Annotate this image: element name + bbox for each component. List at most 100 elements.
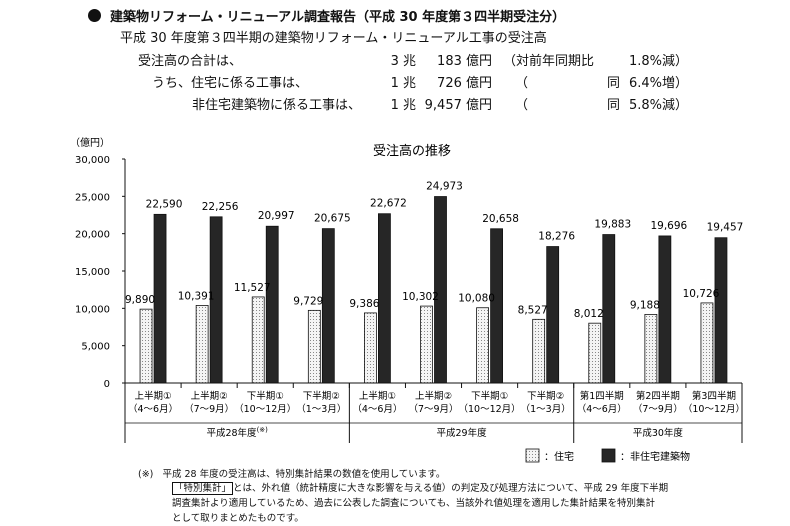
special-tally-tag: 「特別集計」 <box>172 482 234 495</box>
bar-nonhouse <box>658 235 672 384</box>
y-tick-label: 30,000 <box>75 155 110 166</box>
footnote-2-end: として取りまとめたものです。 <box>172 513 304 524</box>
x-tick-sublabel: （10～12月） <box>683 403 745 415</box>
data-label-house: 8,012 <box>574 308 604 320</box>
y-tick-label: 10,000 <box>75 304 110 315</box>
summary-change: 5.8%減） <box>628 98 688 113</box>
summary-billion: 183 億円 <box>437 54 492 69</box>
data-label-house: 11,527 <box>234 282 271 294</box>
summary-paren: （対前年同期比 <box>503 54 595 69</box>
data-label-nonhouse: 19,457 <box>707 222 744 234</box>
bar-nonhouse <box>434 196 447 384</box>
data-label-nonhouse: 22,672 <box>370 198 407 210</box>
data-label-nonhouse: 19,883 <box>594 219 631 231</box>
group-label: 平成28年度(※) <box>206 426 268 439</box>
footnote-2: 「特別集計」 とは、外れ値（統計精度に大きな影響を与える値）の判定及び処理方法につ… <box>172 480 669 495</box>
data-label-house: 10,080 <box>458 293 495 305</box>
footnote-2-cont: 調査集計より適用しているため、過去に公表した調査についても、当該外れ値処理を適用… <box>172 498 655 509</box>
footnote-mark: (※) <box>138 469 154 480</box>
bar-nonhouse <box>546 246 560 384</box>
bar-nonhouse <box>490 228 503 384</box>
x-tick-sublabel: （1～3月） <box>521 403 571 415</box>
data-label-nonhouse: 18,276 <box>538 231 575 243</box>
y-axis-unit: （億円） <box>70 136 110 149</box>
legend-swatch-house <box>525 448 540 463</box>
data-label-nonhouse: 22,590 <box>146 198 183 210</box>
summary-billion: 9,457 億円 <box>424 98 492 113</box>
bar-house <box>588 322 602 384</box>
bullet-icon <box>88 9 101 22</box>
summary-change: 1.8%減） <box>628 54 688 69</box>
y-tick-label: 25,000 <box>75 192 110 203</box>
legend-swatch-nonhouse <box>601 448 616 463</box>
data-label-house: 9,890 <box>125 294 155 306</box>
summary-label: 非住宅建築物に係る工事は、 <box>192 98 362 113</box>
x-tick-label: 下半期② <box>303 390 340 402</box>
x-tick-label: 第2四半期 <box>636 390 680 402</box>
report-subtitle: 平成 30 年度第３四半期の建築物リフォーム・リニューアル工事の受注高 <box>120 31 547 46</box>
bar-nonhouse <box>321 228 335 384</box>
y-tick-label: 15,000 <box>75 267 110 278</box>
bar-house <box>644 313 658 384</box>
bar-nonhouse <box>714 237 728 384</box>
data-label-house: 9,188 <box>630 299 660 311</box>
bar-nonhouse <box>265 225 279 384</box>
summary-trillion: 1 兆 <box>390 76 416 91</box>
bar-house <box>476 307 489 384</box>
x-tick-sublabel: （7～9月） <box>633 403 683 415</box>
bar-house <box>532 318 546 384</box>
bar-house <box>251 296 265 384</box>
data-label-house: 9,729 <box>293 295 323 307</box>
data-label-house: 10,726 <box>683 288 720 300</box>
y-tick-label: 0 <box>104 379 110 390</box>
summary-label: 受注高の合計は、 <box>138 54 243 69</box>
y-tick-label: 20,000 <box>75 230 110 241</box>
x-tick-sublabel: （4～6月） <box>577 403 627 415</box>
x-tick-sublabel: （1～3月） <box>296 403 346 415</box>
x-tick-label: 上半期① <box>359 390 396 402</box>
data-label-nonhouse: 20,675 <box>314 213 351 225</box>
x-tick-sublabel: （10～12月） <box>458 403 520 415</box>
bar-house <box>364 312 377 384</box>
summary-change: 6.4%増） <box>628 76 688 91</box>
bar-nonhouse <box>602 234 616 384</box>
x-tick-label: 下半期② <box>527 390 564 402</box>
data-label-house: 10,302 <box>402 291 439 303</box>
chart-title: 受注高の推移 <box>373 143 451 159</box>
summary-same: 同 <box>606 98 620 113</box>
x-tick-label: 下半期① <box>247 390 284 402</box>
x-tick-label: 上半期② <box>191 390 228 402</box>
bar-house <box>420 305 433 384</box>
x-tick-sublabel: （4～6月） <box>352 403 402 415</box>
summary-billion: 726 億円 <box>437 76 492 91</box>
data-label-nonhouse: 19,696 <box>650 220 687 232</box>
summary-label: うち、住宅に係る工事は、 <box>152 76 309 91</box>
footnote-1: (※) 平成 28 年度の受注高は、特別集計結果の数値を使用しています。 <box>138 466 445 480</box>
bar-nonhouse <box>378 213 391 384</box>
data-label-nonhouse: 22,256 <box>202 201 239 213</box>
x-tick-label: 下半期① <box>471 390 508 402</box>
data-label-house: 10,391 <box>178 290 215 302</box>
bar-house <box>195 305 209 384</box>
x-tick-label: 第3四半期 <box>692 390 736 402</box>
footnote-2-line1: とは、外れ値（統計精度に大きな影響を与える値）の判定及び処理方法について、平成 … <box>233 483 669 494</box>
x-tick-sublabel: （4～6月） <box>128 403 178 415</box>
summary-trillion: 1 兆 <box>390 98 416 113</box>
summary-paren: （ <box>515 76 529 91</box>
legend: ：住宅 ：非住宅建築物 <box>525 448 690 463</box>
x-tick-label: 上半期② <box>415 390 452 402</box>
footnote-1-text: 平成 28 年度の受注高は、特別集計結果の数値を使用しています。 <box>162 469 446 480</box>
bar-nonhouse <box>153 213 167 384</box>
group-label: 平成29年度 <box>436 427 487 439</box>
data-label-nonhouse: 20,658 <box>482 213 519 225</box>
bar-house <box>139 308 153 384</box>
bar-house <box>700 302 714 384</box>
legend-label-nonhouse: ：非住宅建築物 <box>620 450 690 463</box>
bar-house <box>307 309 321 384</box>
x-tick-sublabel: （7～9月） <box>184 403 234 415</box>
summary-paren: （ <box>515 98 529 113</box>
data-label-nonhouse: 20,997 <box>258 210 295 222</box>
x-tick-sublabel: （10～12月） <box>234 403 296 415</box>
data-label-nonhouse: 24,973 <box>426 181 463 193</box>
